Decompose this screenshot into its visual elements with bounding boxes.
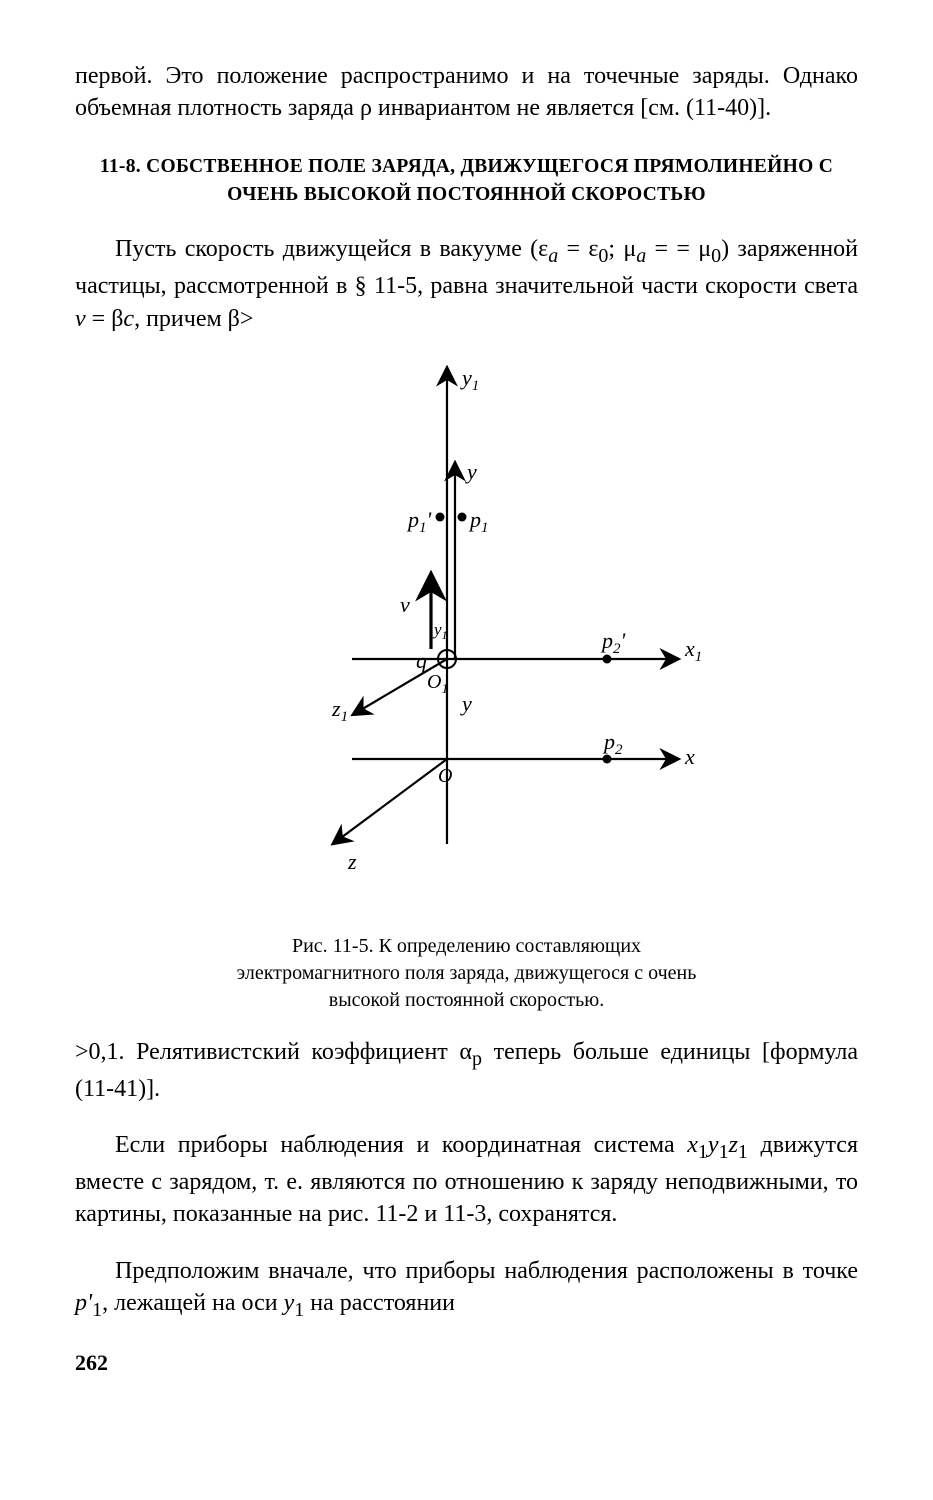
svg-text:x1: x1 xyxy=(684,636,702,665)
page-number: 262 xyxy=(75,1348,858,1378)
paragraph-5: Предположим вначале, что приборы наблюде… xyxy=(75,1255,858,1324)
svg-text:y: y xyxy=(460,691,472,716)
svg-text:q: q xyxy=(416,648,427,673)
svg-text:p1: p1 xyxy=(468,507,489,536)
figure-caption: Рис. 11-5. К определению составляю­щих э… xyxy=(237,933,697,1014)
svg-text:O: O xyxy=(438,765,452,787)
svg-text:y1: y1 xyxy=(432,620,448,642)
paragraph-3: >0,1. Релятивистский коэффициент αр тепе… xyxy=(75,1036,858,1105)
svg-text:v: v xyxy=(400,592,410,617)
svg-text:z: z xyxy=(347,849,357,874)
svg-text:p2: p2 xyxy=(602,729,623,758)
svg-text:y1: y1 xyxy=(460,365,479,394)
paragraph-4: Если приборы наблюдения и координатная с… xyxy=(75,1129,858,1231)
svg-text:z1: z1 xyxy=(331,696,348,725)
svg-text:x: x xyxy=(684,744,695,769)
paragraph-1: первой. Это положение распространимо и н… xyxy=(75,60,858,125)
section-heading: 11-8. СОБСТВЕННОЕ ПОЛЕ ЗАРЯДА, ДВИЖУЩЕГО… xyxy=(75,153,858,210)
svg-text:O1: O1 xyxy=(427,671,448,697)
svg-text:p2': p2' xyxy=(600,628,626,657)
figure-container: y1 y x1 z1 x z v y1 p1' p1 xyxy=(75,359,858,1014)
svg-text:p1': p1' xyxy=(406,507,432,536)
svg-text:y: y xyxy=(465,459,477,484)
paragraph-2: Пусть скорость движущейся в вакууме (εa … xyxy=(75,233,858,335)
figure-diagram: y1 y x1 z1 x z v y1 p1' p1 xyxy=(272,359,722,919)
